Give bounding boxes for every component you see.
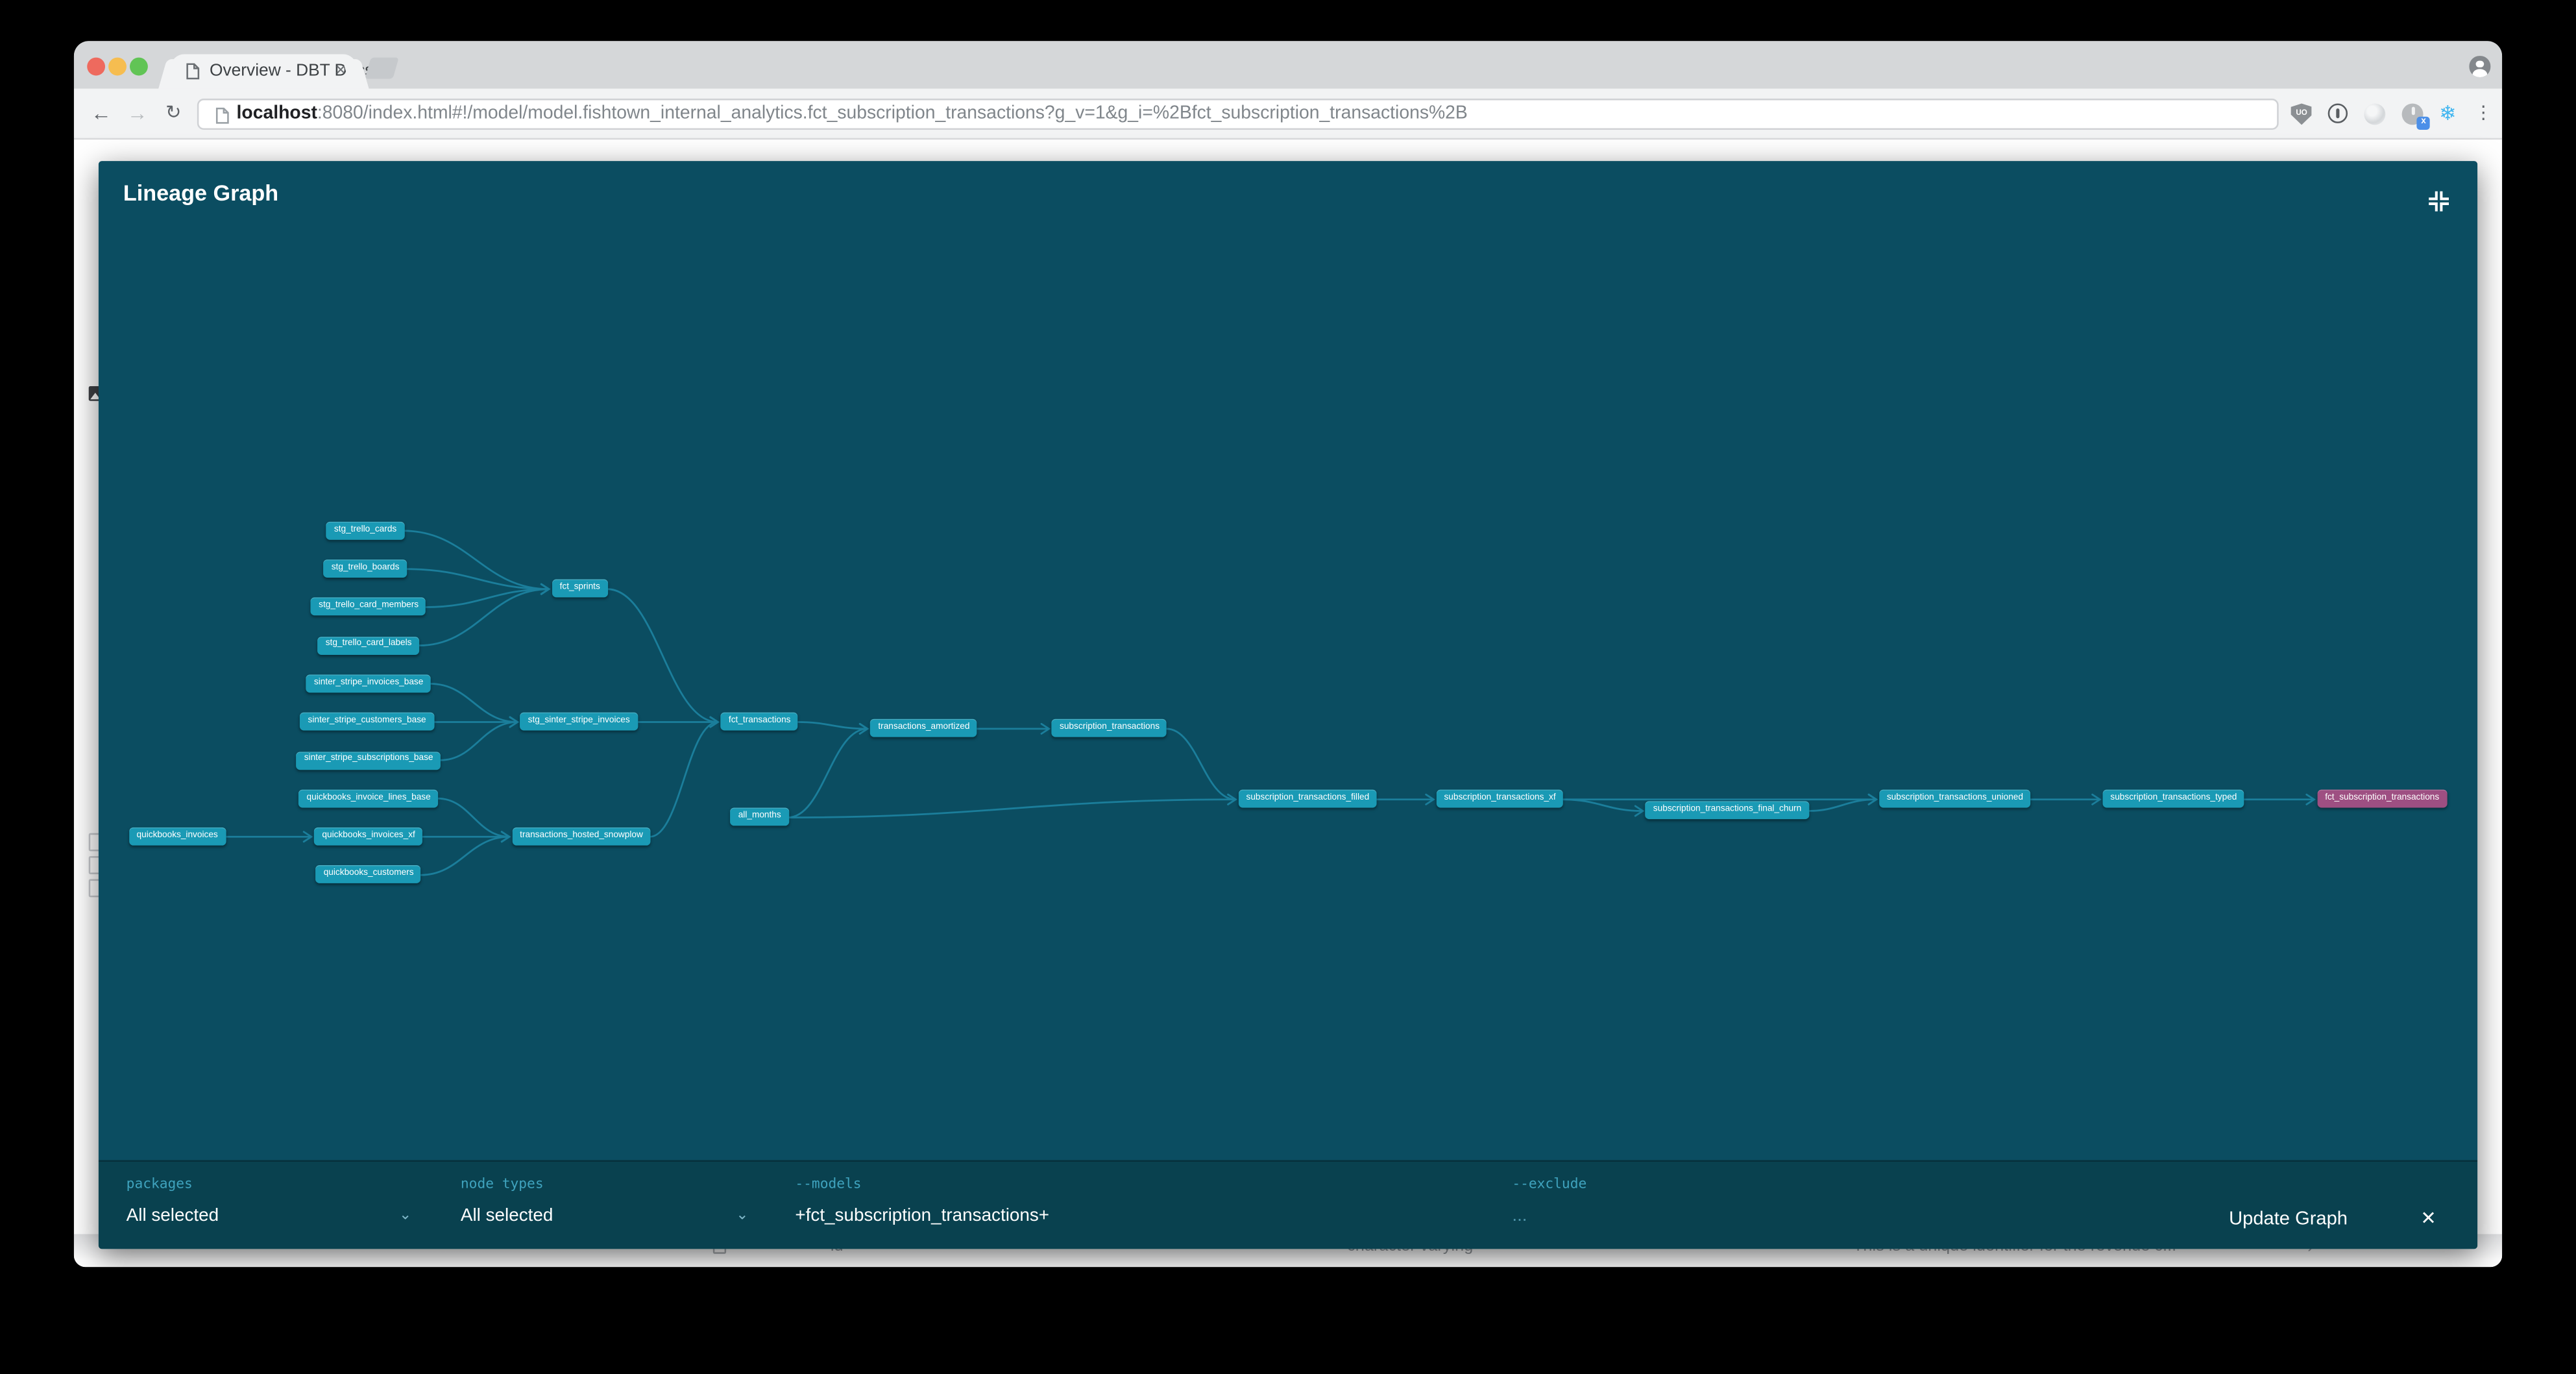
graph-node[interactable]: stg_trello_card_members xyxy=(311,598,426,617)
page-icon xyxy=(215,108,229,125)
graph-node[interactable]: sinter_stripe_invoices_base xyxy=(306,674,431,693)
tab-bar: Overview - DBT Docs × xyxy=(73,41,2503,90)
x-badge: x xyxy=(2417,117,2430,130)
filter-value: +fct_subscription_transactions+ xyxy=(795,1207,1050,1227)
filter-label: node types xyxy=(460,1175,544,1192)
graph-node[interactable]: fct_sprints xyxy=(552,580,608,598)
window-close-button[interactable] xyxy=(86,58,105,77)
page-favicon-icon xyxy=(186,63,199,80)
url-text: localhost:8080/index.html#!/model/model.… xyxy=(236,104,1468,124)
browser-toolbar: ← → ↻ localhost:8080/index.html#!/model/… xyxy=(73,89,2503,141)
modal-title: Lineage Graph xyxy=(123,180,279,206)
extension-power-icon[interactable]: x xyxy=(2402,103,2430,130)
update-graph-button[interactable]: Update Graph xyxy=(2229,1209,2348,1229)
graph-node[interactable]: stg_trello_cards xyxy=(326,521,404,540)
graph-node[interactable]: fct_subscription_transactions xyxy=(2317,790,2447,809)
graph-node[interactable]: stg_trello_card_labels xyxy=(318,636,420,655)
graph-filter-bar: packages All selected ⌄ node types All s… xyxy=(99,1160,2478,1249)
filter-label: packages xyxy=(126,1175,193,1192)
graph-node[interactable]: all_months xyxy=(731,808,789,827)
models-filter-input[interactable]: --models +fct_subscription_transactions+ xyxy=(795,1162,1485,1249)
onepassword-icon[interactable] xyxy=(2328,103,2349,123)
chevron-down-icon: ⌄ xyxy=(398,1206,412,1223)
tab-close-icon[interactable]: × xyxy=(335,61,346,81)
browser-window: Overview - DBT Docs × ← → ↻ localhost:80… xyxy=(73,41,2503,1268)
graph-node[interactable]: transactions_amortized xyxy=(870,719,978,738)
image-icon xyxy=(89,386,101,402)
lineage-edges xyxy=(225,530,2316,876)
graph-node[interactable]: quickbooks_invoices xyxy=(128,828,226,846)
chevron-down-icon: ⌄ xyxy=(736,1206,749,1223)
node-types-filter-dropdown[interactable]: node types All selected ⌄ xyxy=(461,1162,750,1249)
browser-menu-button[interactable]: ⋮ xyxy=(2474,104,2493,125)
page-content: id character varying This is a unique id… xyxy=(73,140,2503,1268)
new-tab-button[interactable] xyxy=(364,57,398,79)
graph-node[interactable]: stg_sinter_stripe_invoices xyxy=(520,713,638,731)
lineage-graph-canvas[interactable]: stg_trello_cards stg_trello_boards stg_tre… xyxy=(99,161,2477,1162)
graph-node[interactable]: quickbooks_customers xyxy=(316,866,422,885)
filter-value: All selected xyxy=(460,1207,553,1227)
browser-tab[interactable]: Overview - DBT Docs × xyxy=(170,55,373,90)
graph-node[interactable]: subscription_transactions_xf xyxy=(1436,790,1564,809)
reload-button[interactable]: ↻ xyxy=(165,104,182,125)
graph-node[interactable]: subscription_transactions_typed xyxy=(2102,790,2245,809)
filter-value: All selected xyxy=(126,1207,219,1227)
graph-node[interactable]: sinter_stripe_customers_base xyxy=(300,713,434,731)
graph-node[interactable]: sinter_stripe_subscriptions_base xyxy=(297,751,441,770)
filter-label: --exclude xyxy=(1512,1175,1587,1192)
graph-node[interactable]: subscription_transactions xyxy=(1052,719,1167,738)
window-minimize-button[interactable] xyxy=(108,58,126,77)
graph-node[interactable]: subscription_transactions_final_churn xyxy=(1646,802,1809,820)
snowflake-icon[interactable]: ❄ xyxy=(2439,101,2457,125)
graph-node[interactable]: subscription_transactions_filled xyxy=(1238,790,1377,809)
filter-label: --models xyxy=(795,1175,862,1192)
window-zoom-button[interactable] xyxy=(128,58,147,77)
graph-node[interactable]: stg_trello_boards xyxy=(324,559,407,578)
lineage-graph-modal: Lineage Graph stg_trello_cards stg_trello… xyxy=(99,161,2478,1249)
graph-node[interactable]: quickbooks_invoice_lines_base xyxy=(298,789,439,808)
address-bar[interactable]: localhost:8080/index.html#!/model/model.… xyxy=(197,99,2278,130)
filter-value: ... xyxy=(1512,1207,1527,1227)
graph-node[interactable]: fct_transactions xyxy=(721,713,799,731)
graph-node[interactable]: subscription_transactions_unioned xyxy=(1879,790,2031,809)
forward-button[interactable]: → xyxy=(127,103,148,126)
ublock-shield-icon[interactable]: UO xyxy=(2290,103,2313,125)
collapse-icon[interactable] xyxy=(2427,189,2451,214)
exclude-filter-input[interactable]: --exclude ... xyxy=(1512,1162,1840,1249)
extension-swirl-icon[interactable] xyxy=(2364,103,2387,125)
graph-node[interactable]: quickbooks_invoices_xf xyxy=(314,828,423,846)
packages-filter-dropdown[interactable]: packages All selected ⌄ xyxy=(126,1162,412,1249)
close-modal-icon[interactable]: ✕ xyxy=(2420,1210,2436,1231)
back-button[interactable]: ← xyxy=(91,103,112,126)
graph-node[interactable]: transactions_hosted_snowplow xyxy=(512,828,651,846)
profile-avatar-icon[interactable] xyxy=(2470,56,2491,77)
